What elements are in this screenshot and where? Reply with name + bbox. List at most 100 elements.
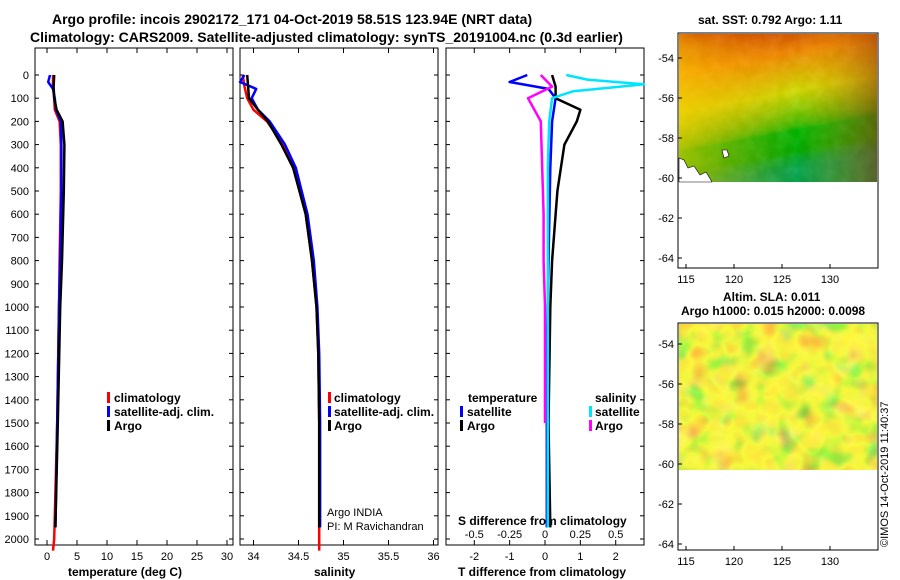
series-line-s-argo [526,74,554,423]
map-y-tick-label: -56 [658,93,674,105]
legend-label-satellite: satellite-adj. clim. [334,405,434,419]
depth-tick-label: 1500 [5,418,29,430]
difference-s-label: S difference from climatology [458,514,627,528]
legend-swatch-climatology [328,392,331,403]
difference-legend: temperature salinity satellite Argo sate… [460,391,640,433]
credit-line1: Argo INDIA [327,507,383,519]
legend-swatch-climatology [107,392,110,403]
sla-map-title1: Altim. SLA: 0.011 [723,290,821,304]
map-y-tick-label: -62 [658,499,674,511]
series-line-argo [245,74,321,528]
footer-timestamp: ©IMOS 14-Oct-2019 11:40:37 [879,402,891,547]
map-x-tick-label: 115 [677,556,695,568]
legend-swatch-t-satellite [460,406,463,417]
x-tick-label: 2 [613,551,619,563]
sst-map-title: sat. SST: 0.792 Argo: 1.11 [698,13,843,27]
map-y-tick-label: -58 [658,419,674,431]
x-tick-label: 30 [221,551,233,563]
x-tick-label: 35.5 [378,551,399,563]
legend-title-salinity: salinity [595,391,637,405]
salinity-lines [238,74,322,551]
depth-tick-label: 100 [11,93,29,105]
sla-map-field [679,324,877,470]
salinity-x-label: salinity [314,565,356,579]
depth-tick-label: 1600 [5,441,29,453]
difference-x-label: T difference from climatology [458,565,626,579]
x-tick-label: 34.5 [288,551,309,563]
legend-swatch-argo [328,420,331,431]
map-x-tick-label: 120 [725,556,743,568]
x-tick-label: 5 [74,551,80,563]
legend-swatch-t-argo [460,420,463,431]
x-tick-label: 36 [427,551,439,563]
depth-tick-label: 900 [11,279,29,291]
depth-tick-label: 500 [11,186,29,198]
depth-tick-label: 0 [23,70,29,82]
depth-tick-label: 1900 [5,511,29,523]
sst-map-landmask [678,157,713,183]
legend-label-s-argo: Argo [595,419,623,433]
legend-label-t-argo: Argo [467,419,495,433]
map-x-tick-label: 120 [725,274,743,286]
x-tick-label: -2 [469,551,479,563]
legend-label-argo: Argo [114,419,142,433]
x-tick-label: 15 [131,551,143,563]
depth-tick-label: 700 [11,232,29,244]
s-tick-label: 0.5 [608,529,623,541]
map-y-tick-label: -54 [658,339,674,351]
depth-tick-label: 400 [11,163,29,175]
map-y-tick-label: -60 [658,459,674,471]
depth-tick-label: 1800 [5,488,29,500]
salinity-panel-frame [239,47,439,546]
credit-line2: PI: M Ravichandran [327,521,424,533]
legend-title-temperature: temperature [468,391,538,405]
temperature-panel-frame [34,47,234,546]
series-line-argo [52,74,66,528]
depth-tick-label: 2000 [5,534,29,546]
s-tick-label: 0.25 [570,529,591,541]
depth-tick-label: 600 [11,209,29,221]
salinity-x-axis: 34 34.5 35 35.5 36 [247,48,440,563]
depth-tick-label: 1100 [5,325,29,337]
depth-tick-label: 1200 [5,348,29,360]
map-x-tick-label: 125 [773,556,791,568]
x-tick-label: 1 [577,551,583,563]
x-tick-label: 25 [191,551,203,563]
temperature-legend: climatology satellite-adj. clim. Argo [107,391,214,433]
temperature-x-label: temperature (deg C) [68,565,182,579]
map-y-tick-label: -62 [658,213,674,225]
s-tick-label: -0.5 [465,529,484,541]
depth-tick-label: 800 [11,256,29,268]
depth-axis: 0 100 200 300 400 500 600 700 800 900 1000 1100 1200… [5,70,644,546]
legend-swatch-satellite [328,406,331,417]
x-tick-label: 20 [161,551,173,563]
legend-label-t-satellite: satellite [467,405,512,419]
map-y-tick-label: -58 [658,133,674,145]
difference-x-axis: -2 -1 0 1 2 -0.5 -0.25 0 0.25 0.5 [465,48,623,563]
map-x-tick-label: 115 [677,274,695,286]
temperature-x-axis: 0 5 10 15 20 25 30 [44,48,233,563]
map-y-tick-label: -64 [658,253,674,265]
map-y-tick-label: -60 [658,173,674,185]
x-tick-label: 35 [337,551,349,563]
legend-label-satellite: satellite-adj. clim. [114,405,214,419]
depth-tick-label: 1300 [5,372,29,384]
temperature-lines [46,74,66,551]
x-tick-label: 0 [44,551,50,563]
depth-tick-label: 200 [11,116,29,128]
map-x-tick-label: 125 [773,274,791,286]
depth-tick-label: 1400 [5,395,29,407]
series-line-t-argo [547,74,582,528]
legend-label-climatology: climatology [114,391,181,405]
depth-tick-label: 300 [11,140,29,152]
legend-label-s-satellite: satellite [595,405,640,419]
depth-tick-label: 1700 [5,464,29,476]
figure-title-line1: Argo profile: incois 2902172_171 04-Oct-… [52,11,532,27]
legend-swatch-s-satellite [589,406,592,417]
salinity-legend: climatology satellite-adj. clim. Argo [328,391,434,433]
difference-lines [508,73,646,528]
